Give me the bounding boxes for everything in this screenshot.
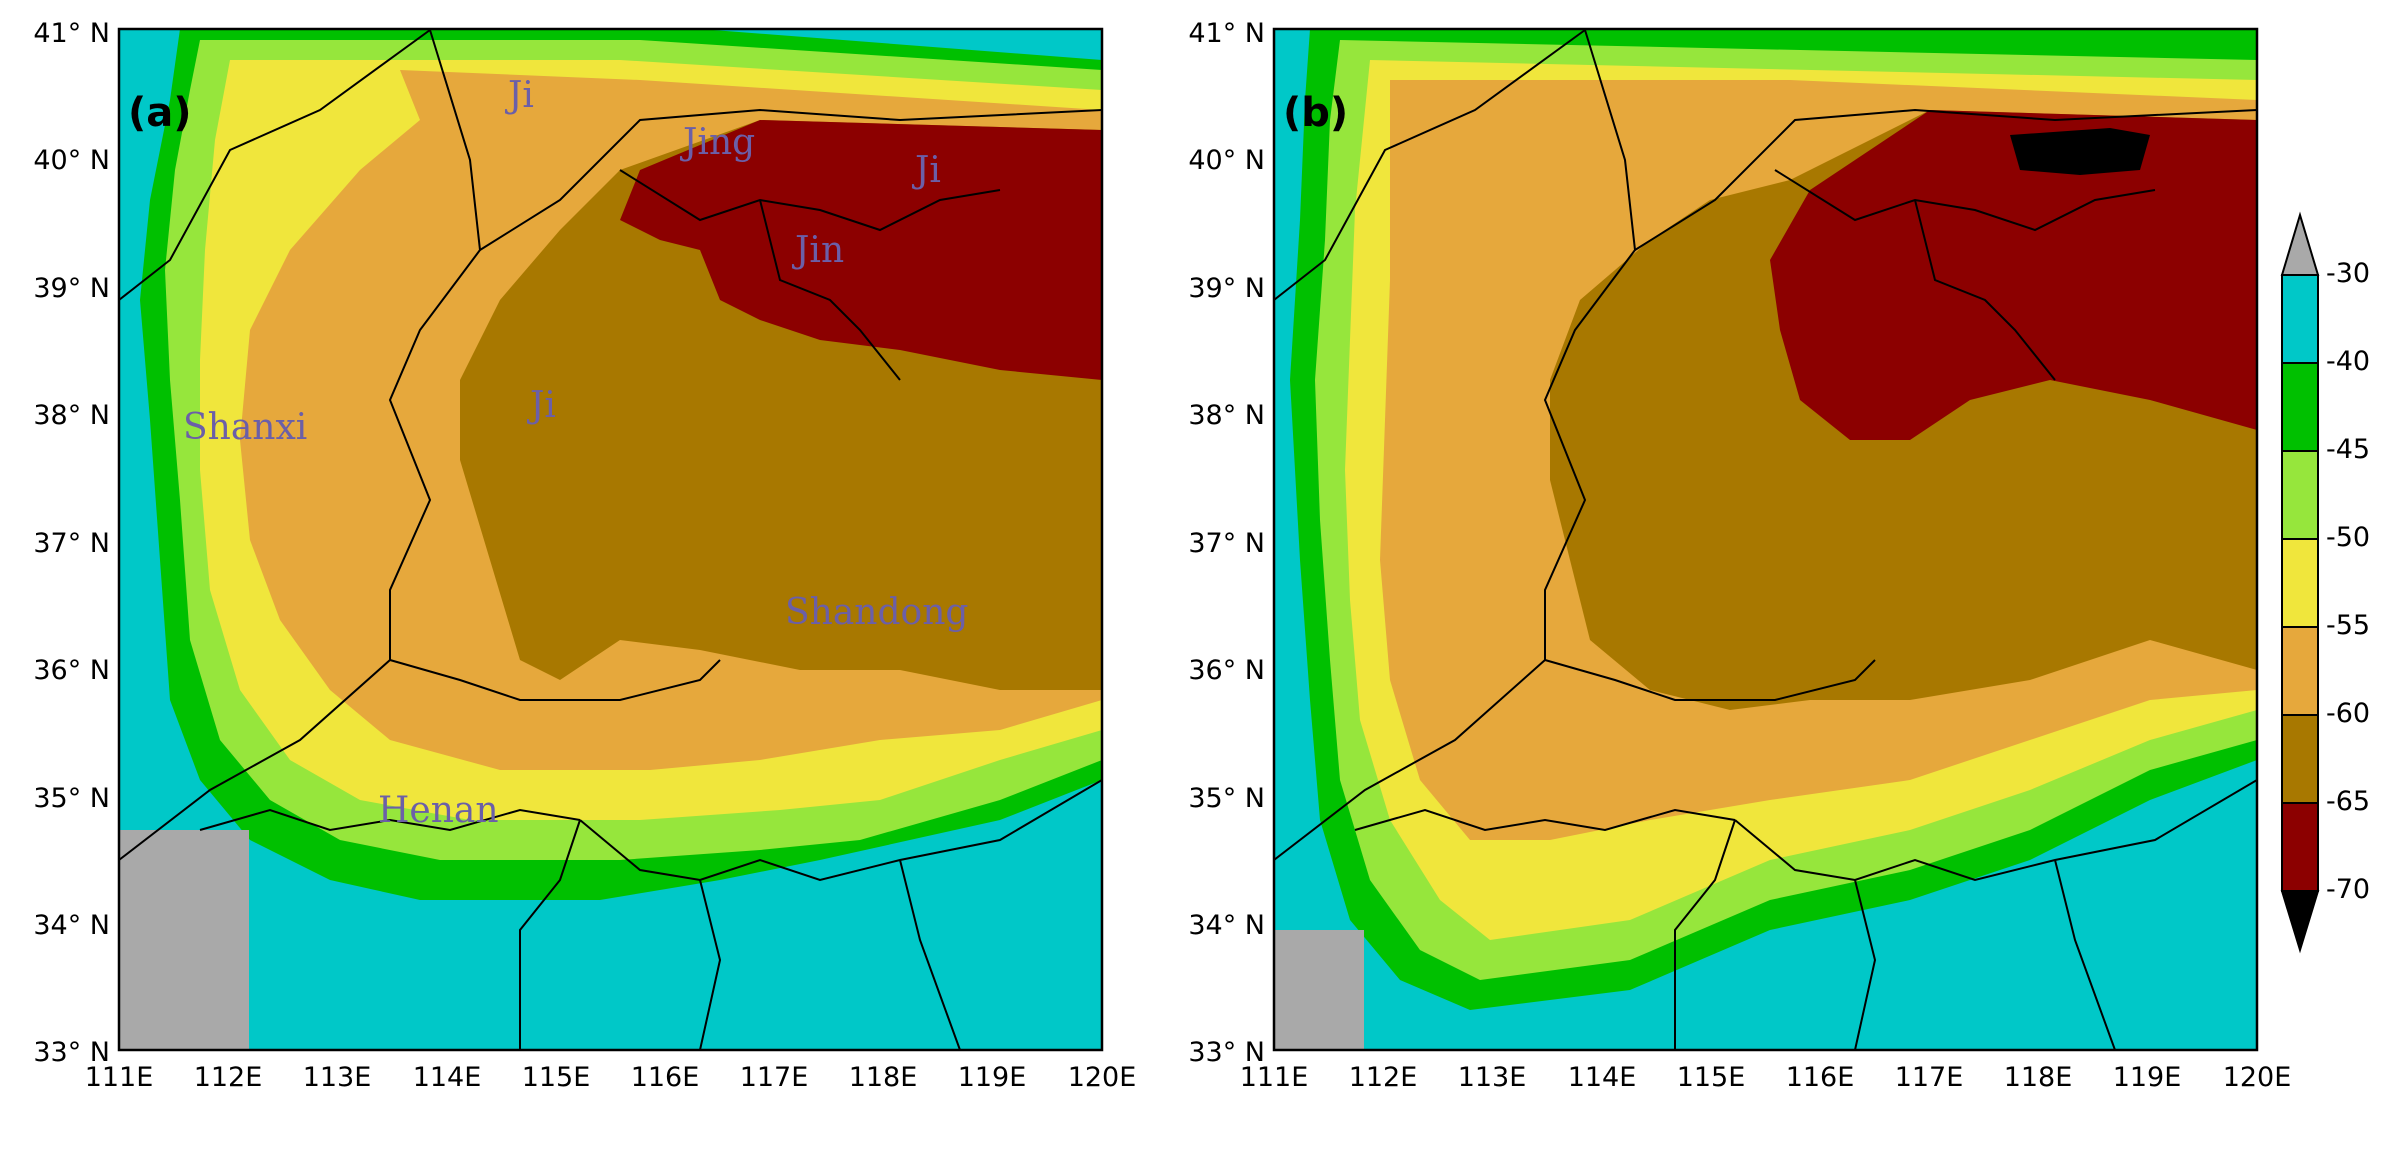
lat-tick-label: 41° N xyxy=(33,18,110,49)
lon-tick-label: 113E xyxy=(302,1062,372,1093)
colorbar-swatch xyxy=(2281,450,2319,540)
lon-tick-label: 119E xyxy=(957,1062,1027,1093)
lat-tick-label: 39° N xyxy=(1188,273,1265,304)
lat-tick-label: 35° N xyxy=(33,783,110,814)
region-label-shandong: Shandong xyxy=(785,592,969,633)
colorbar-swatch xyxy=(2280,890,2320,954)
lat-tick-label: 36° N xyxy=(33,655,110,686)
lat-tick-label: 33° N xyxy=(1188,1037,1265,1068)
colorbar-swatch xyxy=(2281,626,2319,716)
lon-tick-label: 119E xyxy=(2112,1062,2182,1093)
panel-tag-a: (a) xyxy=(128,90,192,136)
colorbar-swatch xyxy=(2281,802,2319,892)
colorbar-swatch xyxy=(2281,274,2319,364)
colorbar-swatch xyxy=(2281,538,2319,628)
map-panel-b: (b) 41° N 40° N 39° N 38° N 37° N 36° N … xyxy=(1150,0,2386,1152)
region-label-ji-north: Ji xyxy=(508,75,534,116)
lat-tick-label: 37° N xyxy=(1188,528,1265,559)
region-label-ji: Ji xyxy=(530,385,556,426)
map-a-frame xyxy=(117,27,1104,1052)
lon-tick-label: 120E xyxy=(2222,1062,2292,1093)
lon-tick-label: 116E xyxy=(630,1062,700,1093)
region-label-henan: Henan xyxy=(378,790,499,831)
colorbar xyxy=(2280,211,2320,954)
map-a-canvas xyxy=(117,27,1104,1052)
lat-tick-label: 34° N xyxy=(1188,910,1265,941)
lon-tick-label: 112E xyxy=(1348,1062,1418,1093)
colorbar-label: -40 xyxy=(2326,346,2371,377)
colorbar-label: -65 xyxy=(2326,786,2371,817)
colorbar-swatch xyxy=(2281,362,2319,452)
map-b-canvas xyxy=(1272,27,2320,1052)
lat-tick-label: 34° N xyxy=(33,910,110,941)
panel-tag-b: (b) xyxy=(1283,90,1349,136)
colorbar-swatch xyxy=(2281,714,2319,804)
lon-tick-label: 117E xyxy=(1894,1062,1964,1093)
colorbar-label: -30 xyxy=(2326,258,2371,289)
lon-tick-label: 112E xyxy=(193,1062,263,1093)
lat-tick-label: 39° N xyxy=(33,273,110,304)
field-level-gray xyxy=(119,830,249,1050)
field-level-gray xyxy=(1274,930,1364,1050)
province-borders xyxy=(1274,29,2257,1050)
lat-tick-label: 40° N xyxy=(33,145,110,176)
map-b-frame xyxy=(1272,27,2259,1052)
colorbar-label: -50 xyxy=(2326,522,2371,553)
lon-tick-label: 116E xyxy=(1785,1062,1855,1093)
field-level-black xyxy=(2010,128,2150,175)
lat-tick-label: 37° N xyxy=(33,528,110,559)
lon-tick-label: 111E xyxy=(84,1062,154,1093)
lat-tick-label: 36° N xyxy=(1188,655,1265,686)
lat-tick-label: 33° N xyxy=(33,1037,110,1068)
region-label-jing: Jing xyxy=(683,122,756,163)
lon-tick-label: 120E xyxy=(1067,1062,1137,1093)
lon-tick-label: 114E xyxy=(412,1062,482,1093)
colorbar-label: -60 xyxy=(2326,698,2371,729)
colorbar-label: -70 xyxy=(2326,874,2371,905)
lon-tick-label: 115E xyxy=(1676,1062,1746,1093)
lon-tick-label: 113E xyxy=(1457,1062,1527,1093)
lon-tick-label: 115E xyxy=(521,1062,591,1093)
region-label-jin: Jin xyxy=(795,230,845,271)
lat-tick-label: 40° N xyxy=(1188,145,1265,176)
lat-tick-label: 38° N xyxy=(1188,400,1265,431)
lon-tick-label: 114E xyxy=(1567,1062,1637,1093)
region-label-ji-ne: Ji xyxy=(915,150,941,191)
colorbar-label: -55 xyxy=(2326,610,2371,641)
lat-tick-label: 38° N xyxy=(33,400,110,431)
map-panel-a: (a) Ji Jing Ji Jin Ji Shanxi Shandong He… xyxy=(0,0,1150,1152)
lat-tick-label: 35° N xyxy=(1188,783,1265,814)
colorbar-label: -45 xyxy=(2326,434,2371,465)
colorbar-swatch xyxy=(2280,211,2320,276)
province-borders xyxy=(119,29,1102,1050)
lon-tick-label: 118E xyxy=(2003,1062,2073,1093)
lon-tick-label: 118E xyxy=(848,1062,918,1093)
region-label-shanxi: Shanxi xyxy=(183,407,308,448)
lon-tick-label: 111E xyxy=(1239,1062,1309,1093)
field-level-darkred xyxy=(620,120,1102,380)
lat-tick-label: 41° N xyxy=(1188,18,1265,49)
lon-tick-label: 117E xyxy=(739,1062,809,1093)
